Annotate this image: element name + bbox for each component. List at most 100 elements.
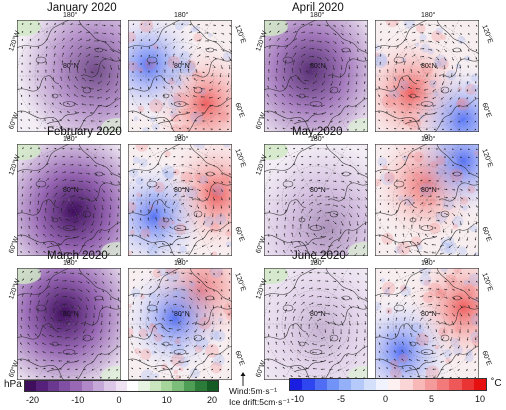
temp_colorbar-tick-label: 5 [429, 394, 435, 404]
lon-label-0: 0° [313, 258, 320, 265]
lon-label-0: 0° [424, 258, 431, 265]
colorbar-segment [351, 379, 364, 390]
lon-label-120e: 120°E [233, 24, 247, 45]
colorbar-segment [400, 379, 413, 390]
colorbar-segment [149, 381, 162, 391]
temp_colorbar-tick-label: -5 [337, 394, 346, 404]
lon-label-0: 0° [177, 258, 184, 265]
colorbar-segment [412, 379, 425, 390]
colorbar-segment [302, 379, 315, 390]
lon-label-120e: 120°E [480, 272, 494, 293]
lat-label-80n: 80°N [174, 187, 190, 194]
lat-label-80n: 80°N [63, 311, 79, 318]
colorbar-segment [339, 379, 352, 390]
temp-map-panel [375, 144, 479, 256]
lat-label-80n: 80°N [310, 311, 326, 318]
colorbar-segment [93, 381, 105, 391]
lat-label-80n: 80°N [63, 63, 79, 70]
temp-map-panel [128, 268, 232, 380]
lat-label-80n: 80°N [310, 187, 326, 194]
slp_colorbar-tick-label: -10 [71, 395, 85, 405]
slp_colorbar-tick-label: 20 [207, 395, 218, 405]
colorbar-segment [138, 381, 150, 391]
lon-label-120e: 120°E [233, 272, 247, 293]
lon-label-120e: 120°E [480, 24, 494, 45]
reference-arrow-icon [240, 372, 246, 386]
colorbar-segment [59, 381, 71, 391]
colorbar-segment [449, 379, 462, 390]
colorbar-segment [47, 381, 60, 391]
colorbar-segment [461, 379, 474, 390]
colorbar-segment [127, 381, 139, 391]
lat-label-80n: 80°N [421, 311, 437, 318]
colorbar-segment [363, 379, 376, 390]
colorbar-segment [388, 379, 401, 390]
slp-map-panel [17, 20, 121, 132]
lon-label-60e: 60°E [233, 102, 246, 119]
temp_colorbar-tick-label: 10 [475, 394, 486, 404]
colorbar-segment [424, 379, 437, 390]
lon-label-0: 0° [424, 134, 431, 141]
temp_colorbar-colorbar [289, 378, 487, 391]
colorbar-segment [81, 381, 94, 391]
colorbar-segment [290, 379, 303, 390]
colorbar-segment [104, 381, 116, 391]
lon-label-180: 180° [421, 12, 436, 19]
colorbar-segment [70, 381, 82, 391]
slp_colorbar-colorbar [24, 380, 219, 392]
lon-label-180: 180° [310, 12, 325, 19]
lon-label-180: 180° [310, 260, 325, 267]
lon-label-60e: 60°E [480, 350, 493, 367]
lat-label-80n: 80°N [63, 187, 79, 194]
panel-title: May 2020 [292, 126, 343, 138]
lon-label-60e: 60°E [233, 350, 246, 367]
slp_colorbar-tick-label: 0 [116, 395, 122, 405]
lon-label-0: 0° [66, 258, 73, 265]
lon-label-180: 180° [63, 12, 78, 19]
lat-label-80n: 80°N [421, 63, 437, 70]
temp_colorbar-tick-label: -10 [291, 394, 305, 404]
panel-title: March 2020 [47, 250, 108, 262]
temp-map-panel [128, 144, 232, 256]
slp_colorbar-tick-label: -20 [26, 395, 40, 405]
temp-map-panel [128, 20, 232, 132]
colorbar-segment [473, 379, 486, 390]
lon-label-0: 0° [177, 134, 184, 141]
slp-unit-label: hPa [4, 379, 22, 390]
lon-label-60e: 60°E [480, 226, 493, 243]
colorbar-segment [115, 381, 128, 391]
lon-label-180: 180° [421, 136, 436, 143]
lon-label-0: 0° [313, 134, 320, 141]
colorbar-segment [437, 379, 450, 390]
lon-label-180: 180° [63, 136, 78, 143]
colorbar-segment [36, 381, 48, 391]
colorbar-segment [206, 381, 218, 391]
panel-title: January 2020 [47, 2, 117, 14]
lon-label-180: 180° [421, 260, 436, 267]
lon-label-180: 180° [174, 136, 189, 143]
lon-label-180: 180° [174, 260, 189, 267]
wind-scale-label: Wind:5m·s⁻¹ [229, 386, 277, 396]
lat-label-80n: 80°N [174, 311, 190, 318]
lon-label-120e: 120°E [233, 148, 247, 169]
panel-title: April 2020 [292, 2, 344, 14]
panel-title: June 2020 [292, 250, 346, 262]
lon-label-180: 180° [174, 12, 189, 19]
lat-label-80n: 80°N [174, 63, 190, 70]
colorbar-segment [195, 381, 207, 391]
colorbar-segment [375, 379, 388, 390]
colorbar-segment [25, 381, 37, 391]
slp-map-panel [264, 20, 368, 132]
vector-legend: Wind:5m·s⁻¹ Ice drift:5cm·s⁻¹ [229, 386, 290, 408]
slp-map-panel [264, 144, 368, 256]
slp-map-panel [264, 268, 368, 380]
lon-label-60e: 60°E [480, 102, 493, 119]
panel-title: February 2020 [47, 126, 122, 138]
temp-map-panel [375, 268, 479, 380]
lon-label-120e: 120°E [480, 148, 494, 169]
lon-label-0: 0° [66, 134, 73, 141]
colorbar-segment [161, 381, 173, 391]
temp-unit-label: ˚C [491, 378, 502, 389]
temp-map-panel [375, 20, 479, 132]
slp-map-panel [17, 268, 121, 380]
